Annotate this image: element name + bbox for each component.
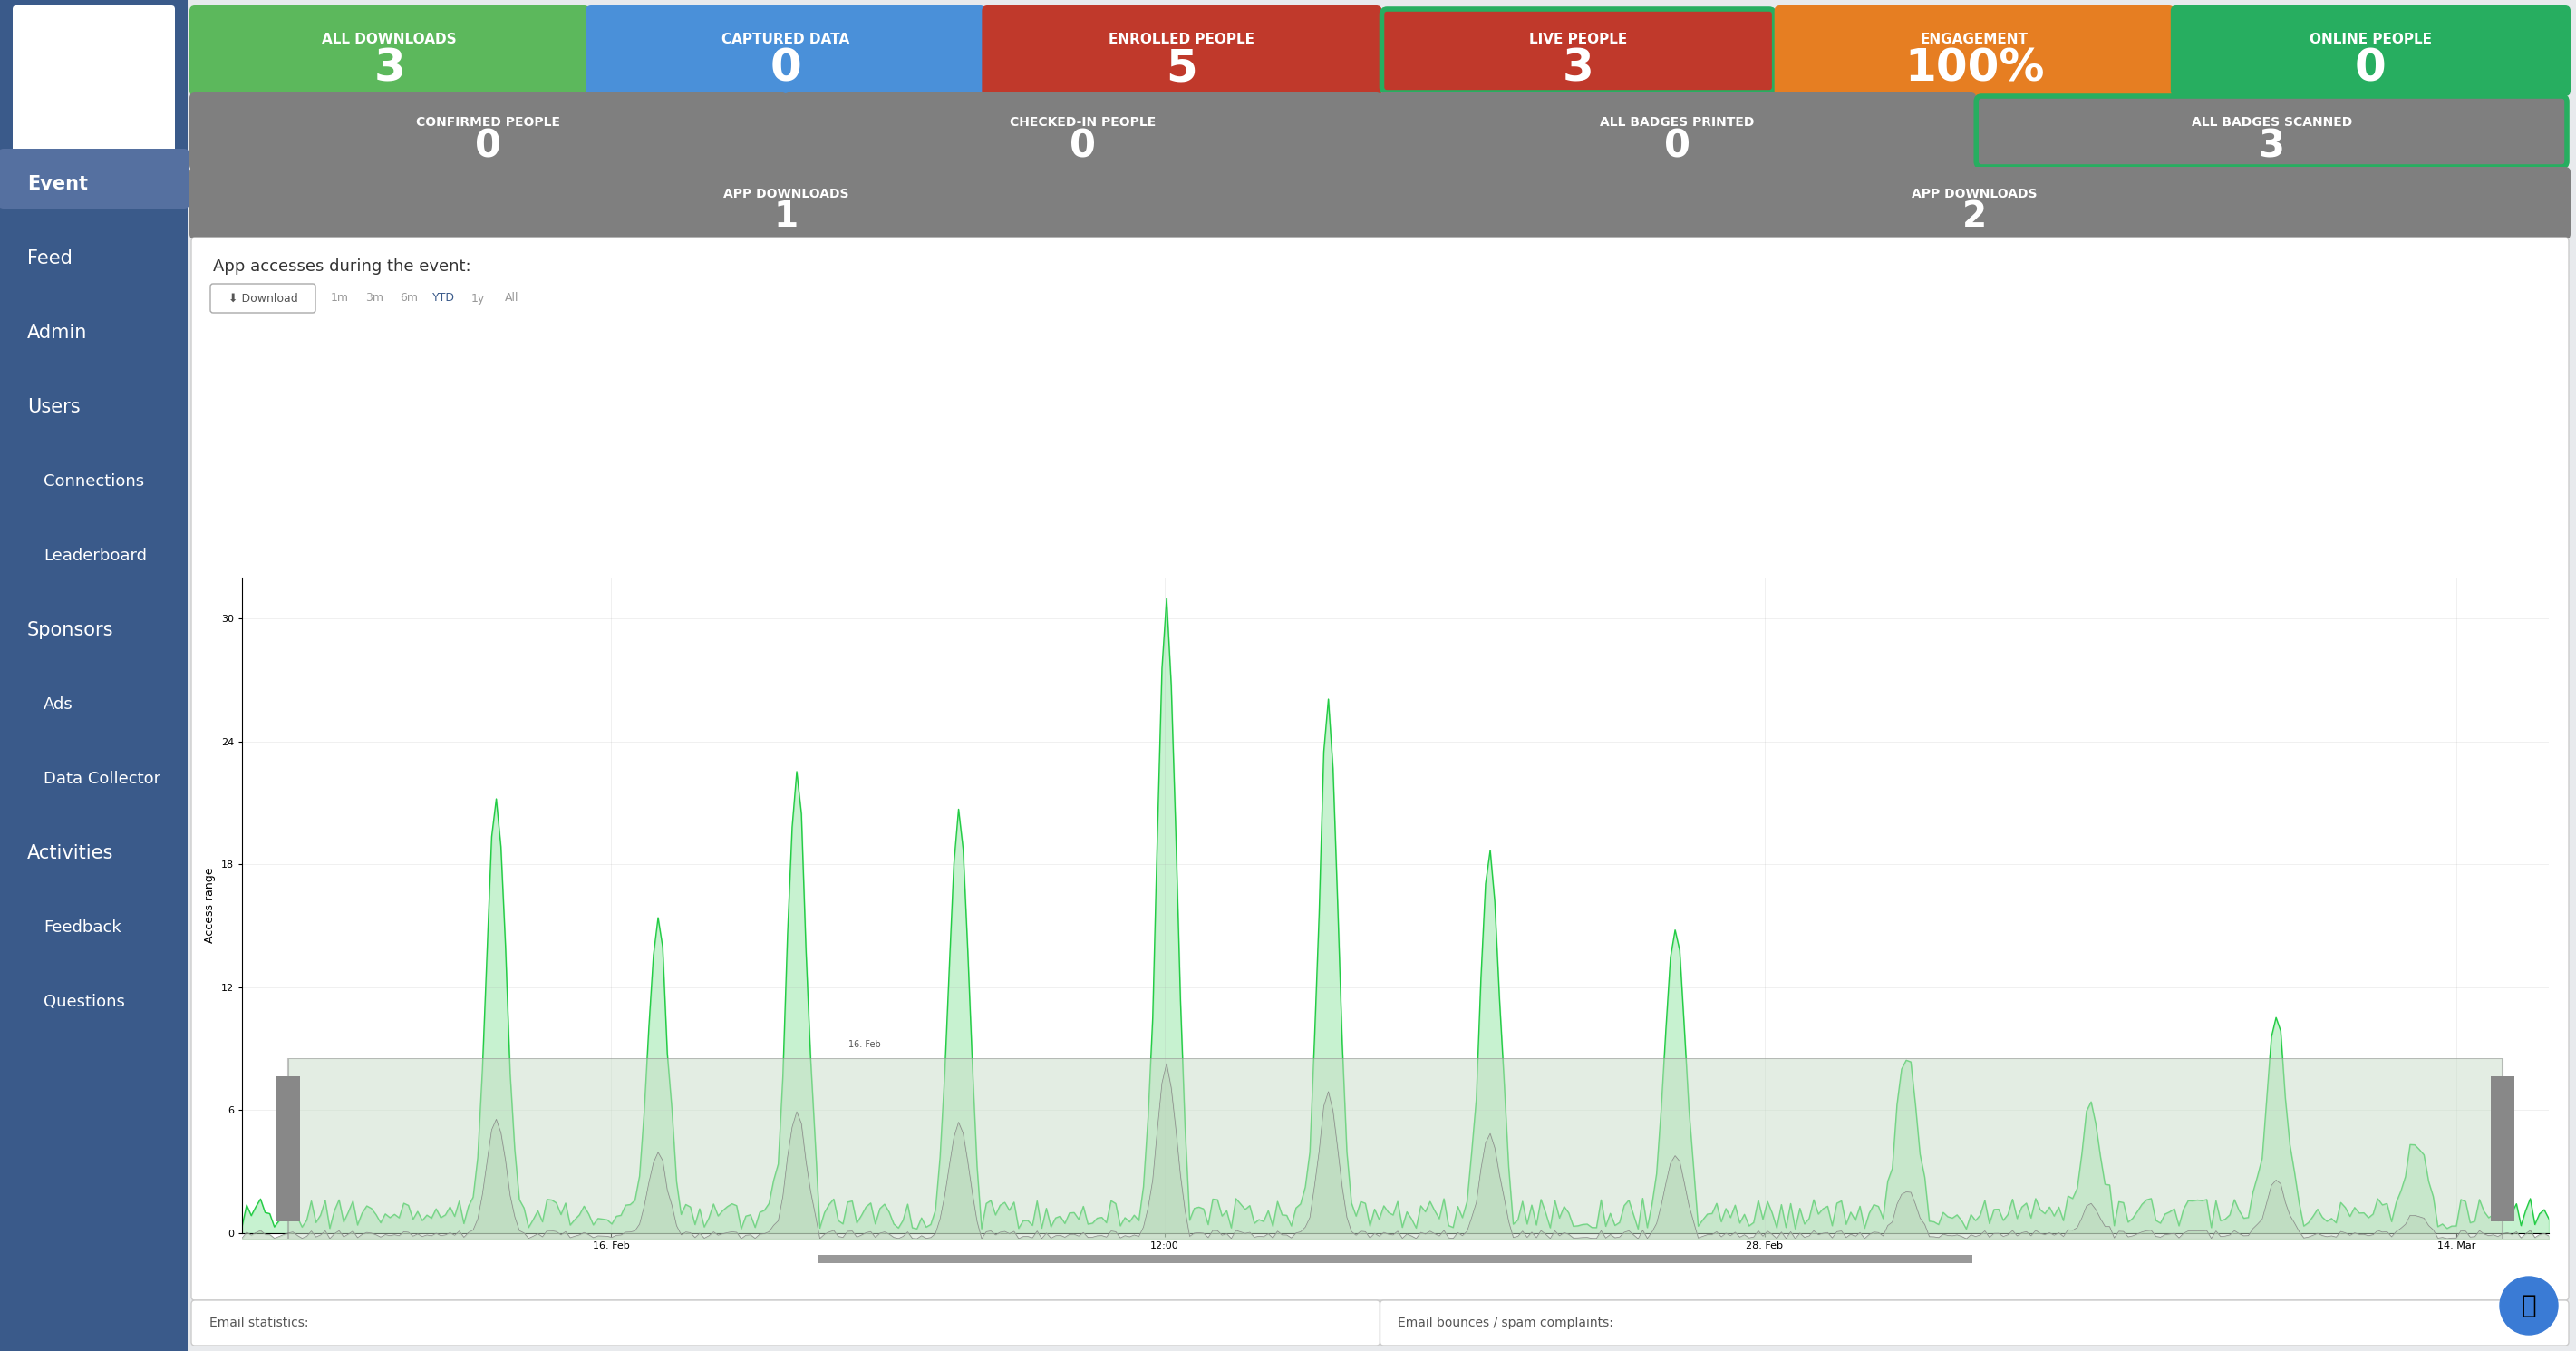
Text: 3m: 3m xyxy=(366,292,384,304)
Text: CHECKED-IN PEOPLE: CHECKED-IN PEOPLE xyxy=(1010,116,1157,128)
FancyBboxPatch shape xyxy=(1378,166,2571,239)
FancyBboxPatch shape xyxy=(191,1300,1381,1346)
Text: 1y: 1y xyxy=(471,292,484,304)
Y-axis label: Access range: Access range xyxy=(204,867,216,943)
Text: 1m: 1m xyxy=(330,292,348,304)
Text: 0: 0 xyxy=(477,127,502,165)
Text: LIVE PEOPLE: LIVE PEOPLE xyxy=(1530,32,1628,46)
FancyBboxPatch shape xyxy=(2172,5,2571,96)
FancyBboxPatch shape xyxy=(1976,96,2566,166)
Text: Event: Event xyxy=(28,176,88,193)
FancyBboxPatch shape xyxy=(191,92,788,170)
FancyBboxPatch shape xyxy=(13,5,175,153)
Text: APP DOWNLOADS: APP DOWNLOADS xyxy=(1911,188,2038,201)
Text: 2: 2 xyxy=(1963,200,1986,234)
Text: Sponsors: Sponsors xyxy=(28,621,113,639)
Text: 0: 0 xyxy=(1069,127,1095,165)
FancyBboxPatch shape xyxy=(1381,1300,2568,1346)
Text: App accesses during the event:: App accesses during the event: xyxy=(214,258,471,274)
FancyBboxPatch shape xyxy=(289,1058,2504,1240)
Text: 0: 0 xyxy=(2354,46,2385,91)
Text: Data Collector: Data Collector xyxy=(44,770,160,788)
Text: 💬: 💬 xyxy=(2522,1293,2537,1319)
Text: ONLINE PEOPLE: ONLINE PEOPLE xyxy=(2311,32,2432,46)
FancyBboxPatch shape xyxy=(783,92,1381,170)
Text: ALL DOWNLOADS: ALL DOWNLOADS xyxy=(322,32,456,46)
FancyBboxPatch shape xyxy=(191,5,590,96)
Text: 6m: 6m xyxy=(399,292,417,304)
FancyBboxPatch shape xyxy=(0,0,188,1351)
FancyBboxPatch shape xyxy=(0,149,191,208)
Text: ENGAGEMENT: ENGAGEMENT xyxy=(1922,32,2027,46)
Text: YTD: YTD xyxy=(433,292,453,304)
Text: 0: 0 xyxy=(1664,127,1690,165)
FancyBboxPatch shape xyxy=(211,284,314,313)
FancyBboxPatch shape xyxy=(1378,92,1976,170)
Text: 16. Feb: 16. Feb xyxy=(848,1040,881,1048)
Text: 3: 3 xyxy=(374,46,404,91)
Text: Connections: Connections xyxy=(44,473,144,489)
Text: Email statistics:: Email statistics: xyxy=(209,1316,309,1329)
FancyBboxPatch shape xyxy=(2491,1075,2514,1221)
Text: Admin: Admin xyxy=(28,324,88,342)
Text: CAPTURED DATA: CAPTURED DATA xyxy=(721,32,850,46)
Text: Ads: Ads xyxy=(44,696,72,713)
Text: All: All xyxy=(505,292,520,304)
Text: Feedback: Feedback xyxy=(44,920,121,936)
Text: 0: 0 xyxy=(770,46,801,91)
Text: 5: 5 xyxy=(1167,46,1198,91)
Text: Feed: Feed xyxy=(28,250,72,267)
FancyBboxPatch shape xyxy=(585,5,987,96)
FancyBboxPatch shape xyxy=(819,1255,1973,1263)
Text: ALL BADGES PRINTED: ALL BADGES PRINTED xyxy=(1600,116,1754,128)
Text: ALL BADGES SCANNED: ALL BADGES SCANNED xyxy=(2192,116,2352,128)
FancyBboxPatch shape xyxy=(191,238,2568,1300)
FancyBboxPatch shape xyxy=(191,166,1381,239)
Text: ENROLLED PEOPLE: ENROLLED PEOPLE xyxy=(1108,32,1255,46)
Text: 1: 1 xyxy=(773,200,799,234)
Text: ⬇ Download: ⬇ Download xyxy=(229,292,299,304)
FancyBboxPatch shape xyxy=(276,1075,299,1221)
Text: CONFIRMED PEOPLE: CONFIRMED PEOPLE xyxy=(417,116,562,128)
Circle shape xyxy=(2499,1277,2558,1335)
Text: Leaderboard: Leaderboard xyxy=(44,547,147,563)
FancyBboxPatch shape xyxy=(1775,5,2174,96)
Text: APP DOWNLOADS: APP DOWNLOADS xyxy=(724,188,848,201)
Text: Activities: Activities xyxy=(28,844,113,862)
Text: 100%: 100% xyxy=(1904,46,2045,91)
FancyBboxPatch shape xyxy=(1381,9,1775,92)
FancyBboxPatch shape xyxy=(981,5,1381,96)
Text: Questions: Questions xyxy=(44,994,126,1011)
Text: 3: 3 xyxy=(2259,127,2285,165)
Text: Users: Users xyxy=(28,399,80,416)
Text: 3: 3 xyxy=(1564,46,1595,91)
Text: Email bounces / spam complaints:: Email bounces / spam complaints: xyxy=(1399,1316,1613,1329)
